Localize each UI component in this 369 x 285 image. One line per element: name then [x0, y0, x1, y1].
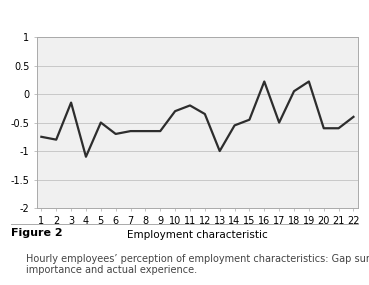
Text: Figure 2: Figure 2 — [11, 228, 63, 238]
Text: Hourly employees’ perception of employment characteristics: Gap summary between : Hourly employees’ perception of employme… — [26, 254, 369, 275]
X-axis label: Employment characteristic: Employment characteristic — [127, 230, 268, 240]
